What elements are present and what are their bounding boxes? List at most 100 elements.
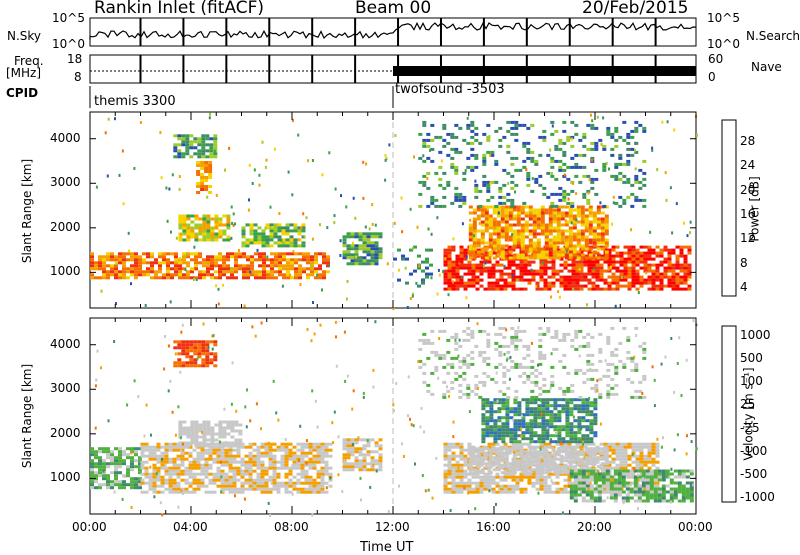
heat-cell	[266, 270, 270, 273]
heat-cell	[570, 157, 574, 160]
heat-cell	[452, 488, 456, 491]
heat-cell	[618, 154, 622, 157]
heat-cell	[684, 273, 688, 276]
heat-cell	[581, 218, 585, 221]
heat-cell	[405, 282, 409, 285]
heat-cell	[298, 273, 302, 276]
heat-cell	[529, 248, 533, 251]
heat-cell	[485, 230, 489, 233]
heat-cell	[574, 476, 578, 479]
heat-cell	[592, 285, 596, 288]
heat-cell	[221, 482, 225, 485]
heat-cell	[452, 270, 456, 273]
heat-cell	[249, 473, 253, 476]
heat-cell	[660, 252, 664, 255]
heat-cell	[262, 270, 266, 273]
heat-cell	[181, 479, 185, 482]
heat-cell	[265, 449, 269, 452]
heat-cell	[442, 172, 446, 175]
heat-cell	[513, 230, 517, 233]
heat-cell	[565, 456, 569, 459]
heat-cell	[347, 235, 351, 238]
heat-cell	[618, 485, 622, 488]
heat-cell	[168, 188, 170, 191]
heat-cell	[201, 464, 205, 467]
heat-cell	[343, 244, 347, 247]
heat-cell	[165, 488, 169, 491]
heat-cell	[493, 425, 497, 428]
heat-cell	[565, 404, 569, 407]
heat-cell	[189, 473, 193, 476]
heat-cell	[676, 255, 680, 258]
heat-cell	[173, 491, 177, 494]
heat-cell	[198, 233, 202, 236]
heat-cell	[509, 468, 513, 471]
heat-cell	[613, 201, 615, 204]
heat-cell	[572, 264, 576, 267]
heat-cell	[672, 264, 676, 267]
heat-cell	[537, 209, 541, 212]
heat-cell	[343, 253, 347, 256]
heat-cell	[278, 229, 282, 232]
heat-cell	[569, 245, 573, 248]
heat-cell	[530, 124, 534, 127]
heat-cell	[448, 461, 452, 464]
heat-cell	[664, 273, 668, 276]
heat-cell	[614, 139, 618, 142]
heat-cell	[565, 242, 569, 245]
heat-cell	[525, 212, 529, 215]
heat-cell	[130, 264, 134, 267]
heat-cell	[418, 205, 422, 208]
heat-cell	[680, 279, 684, 282]
heat-cell	[656, 285, 660, 288]
heat-cell	[668, 264, 672, 267]
heat-cell	[624, 449, 628, 452]
heat-cell	[186, 261, 190, 264]
heat-cell	[355, 250, 359, 253]
heat-cell	[222, 230, 226, 233]
heat-cell	[157, 485, 161, 488]
heat-cell	[517, 404, 521, 407]
heat-cell	[193, 464, 197, 467]
heat-cell	[557, 437, 561, 440]
heat-cell	[614, 202, 618, 205]
heat-cell	[343, 256, 347, 259]
heat-cell	[532, 482, 536, 485]
heat-cell	[564, 267, 568, 270]
heat-cell	[597, 116, 599, 119]
heat-cell	[577, 437, 581, 440]
heat-cell	[500, 276, 504, 279]
heat-cell	[285, 446, 289, 449]
heat-cell	[545, 401, 549, 404]
heat-cell	[516, 479, 520, 482]
heat-cell	[640, 258, 644, 261]
heat-cell	[157, 455, 161, 458]
heat-cell	[285, 476, 289, 479]
heat-cell	[532, 485, 536, 488]
heat-cell	[553, 407, 557, 410]
heat-cell	[672, 249, 676, 252]
heat-cell	[359, 247, 363, 250]
heat-cell	[569, 453, 573, 456]
heat-cell	[325, 443, 329, 446]
heat-cell	[553, 468, 557, 471]
heat-cell	[189, 155, 193, 158]
heat-cell	[293, 476, 297, 479]
heat-cell	[351, 262, 355, 265]
heat-cell	[565, 422, 569, 425]
heat-cell	[90, 450, 94, 453]
heat-cell	[476, 276, 480, 279]
heat-cell	[114, 459, 118, 462]
heat-cell	[170, 261, 174, 264]
heat-cell	[640, 276, 644, 279]
heat-cell	[458, 199, 462, 202]
heat-cell	[201, 361, 205, 364]
heat-cell	[190, 427, 194, 430]
heat-cell	[274, 232, 278, 235]
heat-cell	[589, 431, 593, 434]
heat-cell	[456, 267, 460, 270]
heat-cell	[249, 467, 253, 470]
heat-cell	[593, 227, 597, 230]
heat-cell	[590, 488, 594, 491]
heat-cell	[460, 279, 464, 282]
